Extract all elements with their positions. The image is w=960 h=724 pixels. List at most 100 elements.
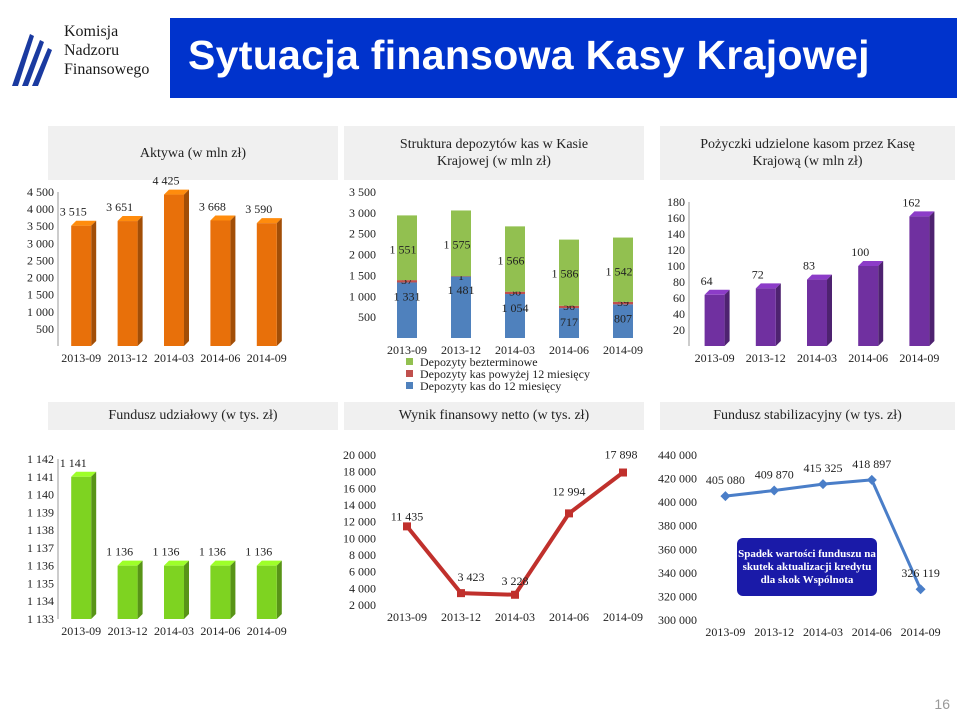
- data-label: 64: [701, 274, 713, 288]
- bar-side: [230, 215, 236, 346]
- x-tick-label: 2014-03: [797, 351, 837, 365]
- data-label: 1 551: [390, 242, 417, 256]
- x-tick-label: 2014-03: [495, 343, 535, 357]
- bar-side: [137, 216, 143, 346]
- x-tick-label: 2014-09: [247, 351, 287, 365]
- y-tick-label: 2 500: [349, 227, 376, 241]
- y-tick-label: 1 135: [27, 576, 54, 590]
- y-tick-label: 1 133: [27, 612, 54, 626]
- bar: [807, 279, 827, 346]
- bar: [909, 216, 930, 346]
- bar: [858, 266, 879, 346]
- data-point: [457, 589, 465, 598]
- chart-depozyty: 500 1 000 1 500 2 000 2 500 3 000 3 500 2013-09…: [349, 185, 643, 393]
- y-tick-label: 3 500: [27, 219, 54, 233]
- page-title: Sytuacja finansowa Kasy Krajowej: [188, 32, 870, 78]
- x-tick-label: 2013-12: [754, 625, 794, 639]
- y-tick-label: 380 000: [658, 519, 697, 533]
- bar: [164, 194, 184, 346]
- data-label: 3 590: [245, 202, 272, 216]
- data-label: 1 586: [552, 267, 579, 281]
- y-tick-label: 500: [358, 310, 376, 324]
- x-tick-label: 2014-03: [803, 625, 843, 639]
- bar-side: [724, 289, 730, 346]
- bar: [117, 221, 138, 346]
- x-tick-label: 2014-06: [200, 351, 240, 365]
- y-tick-label: 1 140: [27, 488, 54, 502]
- data-point: [720, 491, 731, 502]
- x-tick-label: 2014-03: [495, 610, 535, 624]
- y-tick-label: 2 000: [349, 598, 376, 612]
- legend-swatch: [406, 358, 413, 365]
- legend-label: Depozyty kas powyżej 12 miesięcy: [420, 367, 590, 381]
- bar-top: [164, 189, 189, 195]
- stacked-bar-segment: [397, 280, 417, 283]
- y-tick-label: 120: [667, 243, 685, 257]
- stacked-bar-segment: [451, 276, 471, 277]
- data-point: [915, 584, 926, 595]
- x-tick-label: 2013-09: [61, 351, 101, 365]
- stacked-bar-segment: [613, 304, 633, 338]
- x-tick-label: 2014-03: [154, 351, 194, 365]
- bar-top: [909, 211, 935, 217]
- data-label: 1 331: [394, 289, 421, 303]
- bar: [755, 288, 776, 346]
- bar-top: [164, 560, 189, 566]
- bar-side: [137, 560, 143, 619]
- data-label: 807: [614, 311, 632, 325]
- x-tick-label: 2014-06: [549, 343, 589, 357]
- y-tick-label: 4 000: [349, 581, 376, 595]
- y-tick-label: 1 000: [349, 289, 376, 303]
- y-tick-label: 420 000: [658, 472, 697, 486]
- bar: [117, 565, 138, 619]
- legend-label: Depozyty kas do 12 miesięcy: [420, 379, 561, 393]
- x-tick-label: 2013-12: [746, 351, 786, 365]
- data-label: 1 141: [60, 456, 87, 470]
- y-tick-label: 2 000: [27, 271, 54, 285]
- page-number: 16: [934, 696, 950, 712]
- x-tick-label: 2013-09: [695, 351, 735, 365]
- bar-side: [91, 471, 97, 619]
- bar: [210, 220, 231, 346]
- x-tick-label: 2013-09: [705, 625, 745, 639]
- x-tick-label: 2013-09: [387, 343, 427, 357]
- y-tick-label: 4 000: [27, 202, 54, 216]
- y-tick-label: 100: [667, 259, 685, 273]
- y-tick-label: 1 136: [27, 559, 54, 573]
- y-tick-label: 12 000: [343, 515, 376, 529]
- header-aktywa-text: Aktywa (w mln zł): [139, 145, 247, 161]
- data-label: 1 136: [106, 545, 133, 559]
- bar-top: [117, 560, 143, 566]
- header-fundusz-stabilizacyjny: Fundusz stabilizacyjny (w tys. zł): [660, 402, 955, 430]
- y-tick-label: 160: [667, 211, 685, 225]
- data-point: [403, 522, 411, 531]
- data-label: 1 566: [498, 253, 525, 267]
- y-tick-label: 80: [673, 275, 685, 289]
- stacked-bar-segment: [613, 237, 633, 302]
- data-label: 17 898: [605, 448, 638, 462]
- data-label: 1 136: [245, 545, 272, 559]
- y-tick-label: 1 138: [27, 523, 54, 537]
- x-tick-label: 2014-03: [154, 624, 194, 638]
- y-tick-label: 2 000: [349, 248, 376, 262]
- bar-side: [775, 283, 781, 346]
- x-tick-label: 2014-09: [899, 351, 939, 365]
- x-tick-label: 2014-09: [901, 625, 941, 639]
- y-tick-label: 320 000: [658, 589, 697, 603]
- data-label: 12 994: [553, 484, 586, 498]
- y-tick-label: 2 500: [27, 253, 54, 267]
- header-depozyty: Struktura depozytów kas w Kasie Krajowej…: [344, 126, 644, 180]
- bar-side: [184, 189, 189, 346]
- header-wynik-finansowy: Wynik finansowy netto (w tys. zł): [344, 402, 644, 430]
- data-label: 1 054: [502, 301, 529, 315]
- x-tick-label: 2013-09: [61, 624, 101, 638]
- bar-top: [71, 220, 97, 226]
- y-tick-label: 1 500: [349, 268, 376, 282]
- y-tick-label: 180: [667, 195, 685, 209]
- y-tick-label: 14 000: [343, 498, 376, 512]
- data-label: 83: [803, 259, 815, 273]
- y-tick-label: 1 134: [27, 594, 54, 608]
- x-tick-label: 2014-06: [852, 625, 892, 639]
- header-pozyczki-text: Pożyczki udzielone kasom przez Kasę Kraj…: [700, 137, 915, 169]
- data-label: 1 136: [199, 545, 226, 559]
